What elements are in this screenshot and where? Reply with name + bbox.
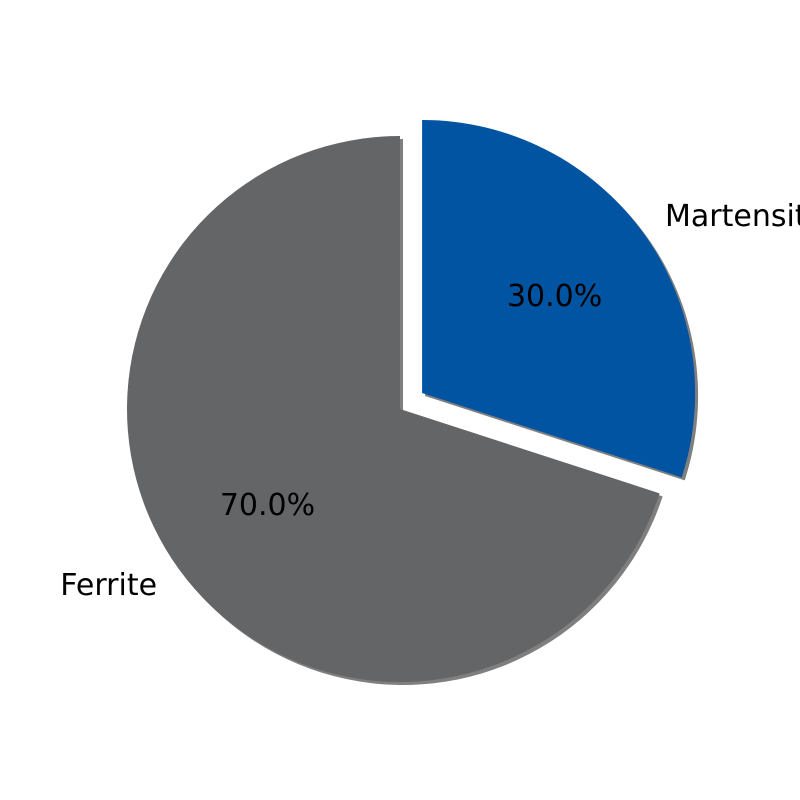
slice-label-ferrite: Ferrite [60, 568, 157, 603]
slice-layer [127, 119, 696, 682]
slice-percent-ferrite: 70.0% [220, 488, 315, 523]
pie-slice-martensite [422, 119, 696, 478]
slice-percent-martensite: 30.0% [507, 279, 602, 314]
pie-slice-ferrite [127, 136, 660, 682]
label-layer: Martensite 30.0% Ferrite 70.0% [60, 199, 800, 603]
slice-label-martensite: Martensite [665, 199, 800, 234]
